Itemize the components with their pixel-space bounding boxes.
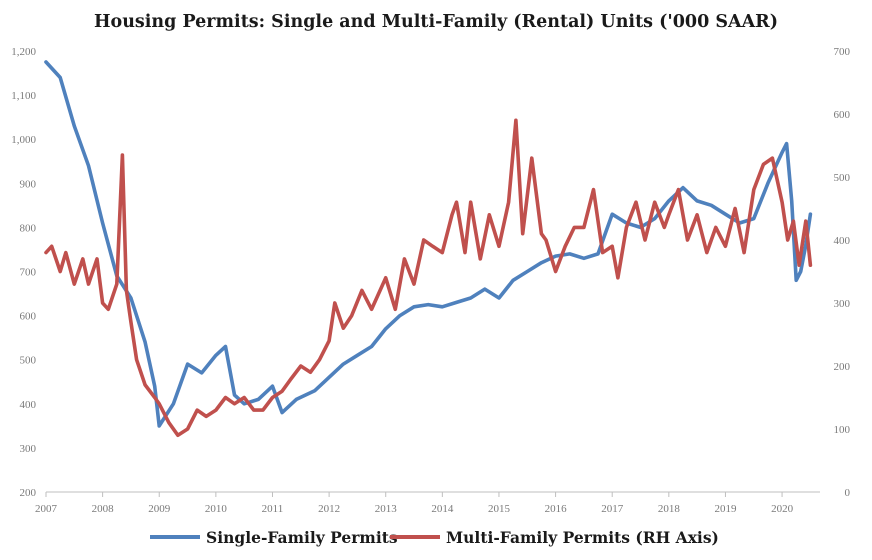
legend-label-multi-family: Multi-Family Permits (RH Axis)	[446, 528, 719, 547]
series-lines	[44, 60, 813, 438]
x-tick-label: 2011	[262, 503, 284, 515]
left-tick-label: 700	[20, 267, 37, 279]
multi-family-line	[44, 118, 813, 438]
x-tick-label: 2009	[148, 503, 171, 515]
left-axis-ticks: 200 300 400 500 600 700 800 900 1,000 1,100 1,200	[11, 46, 36, 499]
x-tick-label: 2014	[431, 503, 454, 515]
left-tick-label: 800	[20, 222, 37, 234]
chart-title: Housing Permits: Single and Multi-Family…	[94, 12, 778, 32]
x-axis-ticks: 2007 2008 2009 2010 2011 2012 2013 2014 2015 2016…	[35, 492, 794, 515]
left-tick-label: 1,200	[11, 46, 36, 58]
right-tick-label: 0	[845, 487, 851, 499]
x-tick-label: 2013	[375, 503, 398, 515]
x-tick-label: 2015	[488, 503, 511, 515]
left-tick-label: 400	[20, 399, 37, 411]
x-tick-label: 2020	[771, 503, 794, 515]
left-tick-label: 500	[20, 355, 37, 367]
x-tick-label: 2018	[658, 503, 681, 515]
left-tick-label: 200	[20, 487, 37, 499]
x-tick-label: 2017	[601, 503, 624, 515]
right-tick-label: 300	[834, 298, 851, 310]
x-tick-label: 2007	[35, 503, 58, 515]
right-tick-label: 200	[834, 361, 851, 373]
left-tick-label: 1,000	[11, 134, 36, 146]
right-tick-label: 100	[834, 424, 851, 436]
right-tick-label: 600	[834, 109, 851, 121]
left-tick-label: 300	[20, 443, 37, 455]
right-tick-label: 400	[834, 235, 851, 247]
x-tick-label: 2019	[714, 503, 737, 515]
single-family-line	[44, 60, 813, 428]
x-tick-label: 2008	[92, 503, 115, 515]
right-axis-ticks: 0 100 200 300 400 500 600 700	[834, 46, 851, 499]
x-tick-label: 2010	[205, 503, 228, 515]
right-tick-label: 500	[834, 172, 851, 184]
right-tick-label: 700	[834, 46, 851, 58]
legend: Single-Family Permits Multi-Family Permi…	[150, 528, 719, 547]
left-tick-label: 1,100	[11, 90, 36, 102]
x-tick-label: 2012	[318, 503, 340, 515]
left-tick-label: 600	[20, 311, 37, 323]
x-tick-label: 2016	[545, 503, 568, 515]
left-tick-label: 900	[20, 178, 37, 190]
legend-label-single-family: Single-Family Permits	[206, 528, 398, 547]
